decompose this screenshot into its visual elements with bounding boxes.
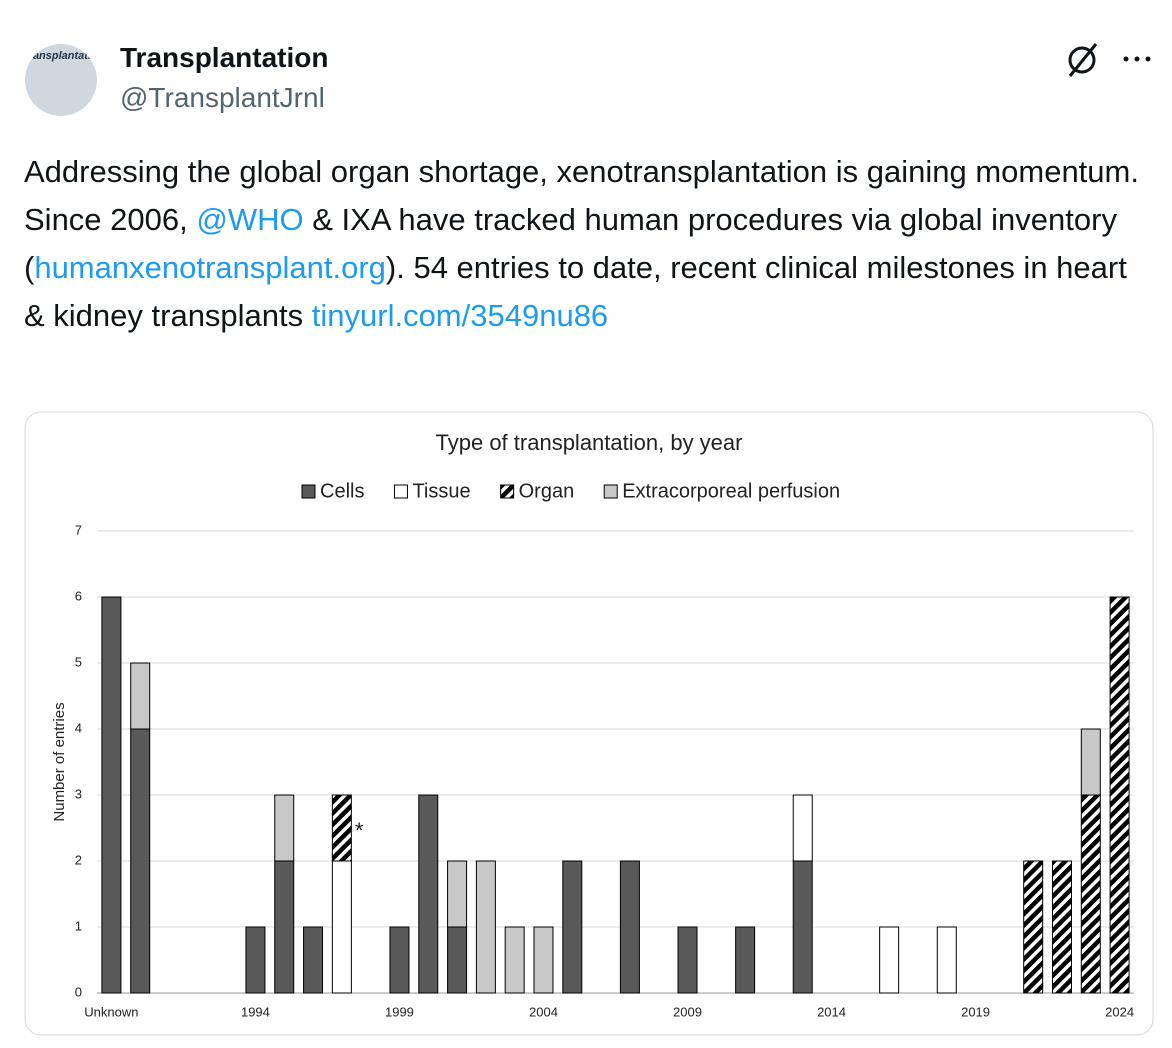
y-axis-label: Number of entries xyxy=(51,702,68,821)
bar-segment xyxy=(792,860,813,994)
grok-icon[interactable] xyxy=(1068,43,1098,77)
bar-segment xyxy=(504,926,525,994)
header-icons xyxy=(1068,43,1151,77)
bar-segment xyxy=(389,926,410,994)
author-name[interactable]: Transplantation xyxy=(120,42,329,73)
x-tick-label: 2009 xyxy=(673,1004,702,1019)
y-tick-label: 6 xyxy=(75,588,82,603)
bar-segment xyxy=(475,860,496,994)
x-tick-label: 1994 xyxy=(241,1004,270,1019)
link[interactable]: tinyurl.com/3549nu86 xyxy=(311,298,609,333)
author-handle[interactable]: @TransplantJrnl xyxy=(120,82,325,113)
legend-swatch xyxy=(500,484,515,499)
text-run: ). 54 entries to date, recent clinical m… xyxy=(24,250,1127,333)
more-icon[interactable] xyxy=(1123,56,1151,62)
legend-swatch xyxy=(603,484,618,499)
legend-label: Tissue xyxy=(412,480,470,502)
y-tick-label: 7 xyxy=(75,522,82,537)
tweet-text: Addressing the global organ shortage, xe… xyxy=(24,148,1149,340)
text-run: & IXA have tracked human procedures via … xyxy=(24,202,1117,285)
legend-label: Organ xyxy=(519,480,575,502)
link[interactable]: humanxenotransplant.org xyxy=(34,250,386,285)
bar-segment xyxy=(562,860,583,994)
annotation: * xyxy=(355,818,364,843)
bar-segment xyxy=(303,926,324,994)
x-tick-label: 2024 xyxy=(1105,1004,1134,1019)
bar-segment xyxy=(331,860,352,994)
bar-segment xyxy=(130,728,151,994)
bar-segment xyxy=(130,662,151,730)
bar-segment xyxy=(936,926,957,994)
x-tick-label: 2019 xyxy=(961,1004,990,1019)
bar-segment xyxy=(274,860,295,994)
bar-segment xyxy=(245,926,266,994)
legend-label: Extracorporeal perfusion xyxy=(622,480,840,502)
bar-segment xyxy=(533,926,554,994)
bar-segment xyxy=(735,926,756,994)
bar-segment xyxy=(792,794,813,862)
avatar[interactable]: transplantation xyxy=(25,44,97,116)
bar-segment xyxy=(331,794,352,862)
bar-segment xyxy=(879,926,900,994)
y-tick-label: 4 xyxy=(75,720,82,735)
bar-segment xyxy=(1080,728,1101,796)
x-tick-label: 2014 xyxy=(817,1004,846,1019)
x-tick-label: 1999 xyxy=(385,1004,414,1019)
legend-swatch xyxy=(393,484,408,499)
legend-swatch xyxy=(301,484,316,499)
bar-segment xyxy=(1051,860,1072,994)
legend-label: Cells xyxy=(320,480,364,502)
bar-segment xyxy=(274,794,295,862)
y-tick-label: 2 xyxy=(75,852,82,867)
bar-segment xyxy=(447,860,468,928)
text-run: Addressing the global organ shortage, xe… xyxy=(24,154,1139,237)
link[interactable]: @WHO xyxy=(196,202,304,237)
media-frame[interactable] xyxy=(24,411,1154,1036)
y-tick-label: 0 xyxy=(75,984,82,999)
avatar-text: transplantation xyxy=(25,50,97,62)
chart-title: Type of transplantation, by year xyxy=(436,430,743,455)
bar-segment xyxy=(619,860,640,994)
y-tick-label: 5 xyxy=(75,654,82,669)
y-tick-label: 1 xyxy=(75,918,82,933)
bar-segment xyxy=(418,794,439,994)
x-tick-label: 2004 xyxy=(529,1004,558,1019)
bar-segment xyxy=(101,596,122,994)
bar-segment xyxy=(1080,794,1101,994)
x-tick-label: Unknown xyxy=(84,1004,138,1019)
bar-segment xyxy=(447,926,468,994)
y-tick-label: 3 xyxy=(75,786,82,801)
bar-segment xyxy=(1023,860,1044,994)
bar-segment xyxy=(677,926,698,994)
bar-segment xyxy=(1109,596,1130,994)
